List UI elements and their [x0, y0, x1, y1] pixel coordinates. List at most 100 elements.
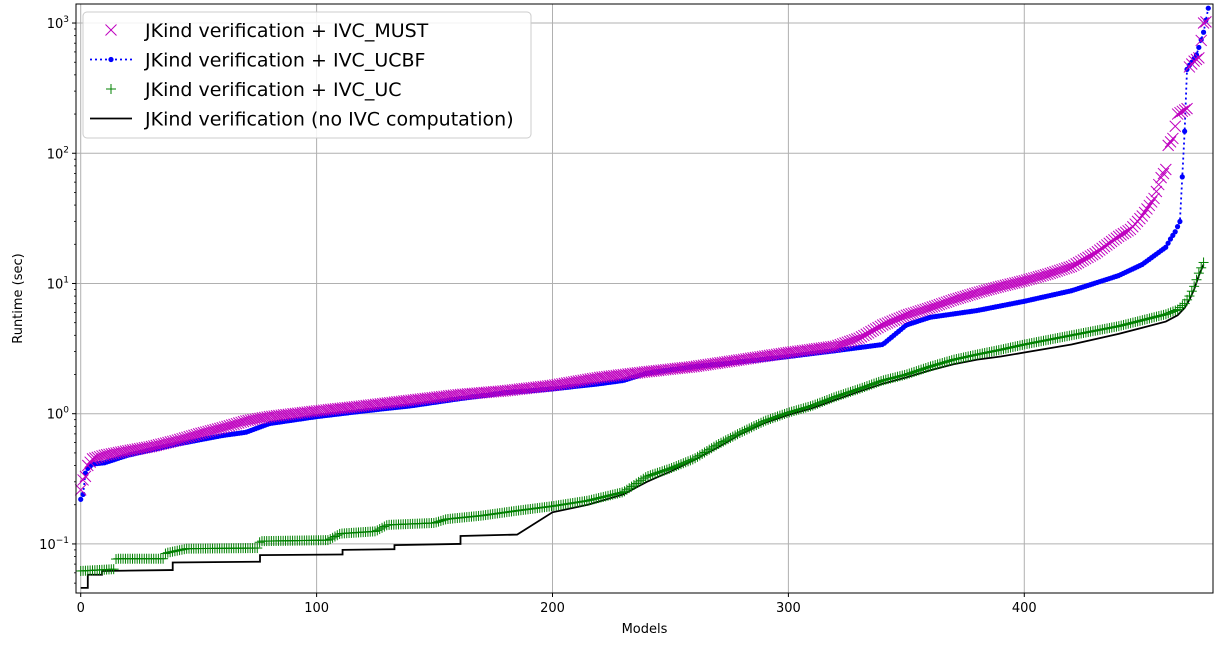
x-marker [907, 307, 920, 319]
x-marker [143, 441, 155, 453]
x-marker [834, 338, 847, 351]
x-marker [1049, 265, 1061, 278]
y-tick-base: 10 [47, 408, 64, 423]
x-marker [577, 374, 590, 387]
x-marker [968, 287, 981, 300]
x-tick-label: 300 [776, 601, 801, 616]
x-marker [249, 413, 262, 426]
x-marker [843, 335, 856, 348]
x-marker [754, 350, 766, 363]
x-marker [1030, 271, 1042, 284]
x-marker [758, 350, 771, 362]
x-marker [829, 340, 842, 353]
x-marker [1181, 102, 1193, 115]
y-tick-label: 103 [47, 15, 69, 32]
x-marker [589, 372, 601, 385]
legend-label: JKind verification + IVC_MUST [144, 20, 429, 42]
x-marker [100, 448, 113, 461]
legend-label: JKind verification (no IVC computation) [144, 109, 514, 131]
legend-label: JKind verification + IVC_UCBF [144, 50, 425, 72]
x-marker [1197, 17, 1210, 29]
x-marker [574, 374, 587, 387]
x-marker [987, 282, 1000, 295]
x-marker [914, 304, 927, 317]
x-marker [1037, 269, 1050, 282]
dot-marker [1179, 174, 1185, 180]
x-marker [980, 284, 993, 297]
x-marker [140, 441, 153, 454]
y-tick-label: 10−1 [39, 536, 69, 553]
x-marker [725, 355, 738, 367]
x-marker [747, 352, 759, 364]
x-marker [749, 351, 762, 364]
x-marker [704, 358, 717, 371]
dot-marker [1200, 29, 1207, 35]
x-marker [1051, 265, 1064, 277]
x-marker [221, 420, 233, 433]
x-marker [145, 440, 158, 453]
x-marker [1167, 132, 1179, 145]
x-marker [902, 308, 915, 321]
x-marker [961, 289, 974, 302]
x-marker [150, 439, 163, 452]
x-marker [1157, 167, 1170, 180]
x-marker [157, 437, 170, 450]
x-marker [1020, 274, 1033, 286]
x-marker [1016, 275, 1028, 288]
x-marker [997, 279, 1009, 292]
x-marker [718, 356, 731, 368]
x-marker [188, 429, 200, 442]
x-marker [1046, 266, 1059, 279]
x-marker [74, 484, 87, 496]
x-marker [119, 445, 132, 458]
x-marker [235, 416, 247, 429]
x-marker [1013, 276, 1026, 288]
x-tick-label: 200 [540, 601, 565, 616]
x-marker [699, 359, 712, 371]
x-marker [770, 348, 783, 361]
x-marker [206, 424, 219, 437]
y-tick-base: 10 [47, 147, 64, 162]
x-marker [237, 415, 250, 428]
x-marker [218, 421, 231, 433]
x-marker [1164, 136, 1177, 148]
x-marker [733, 354, 745, 366]
y-tick-exponent: 2 [63, 145, 69, 155]
x-marker [1018, 274, 1031, 287]
x-marker [105, 24, 117, 36]
x-marker [242, 414, 255, 427]
x-marker [152, 438, 165, 451]
x-marker [742, 352, 755, 365]
x-marker [723, 355, 736, 368]
y-tick-base: 10 [47, 17, 64, 32]
x-marker [228, 418, 240, 431]
x-marker [256, 412, 269, 424]
y-tick-exponent: −1 [56, 536, 69, 546]
x-marker [945, 294, 958, 307]
x-tick-label: 100 [304, 601, 329, 616]
x-marker [181, 431, 193, 444]
x-marker [162, 436, 174, 449]
x-marker [112, 446, 125, 459]
x-marker [230, 417, 243, 430]
x-marker [93, 450, 106, 463]
x-marker [909, 306, 922, 319]
x-marker [985, 283, 998, 295]
x-marker [131, 443, 144, 455]
dot-marker [1172, 229, 1178, 235]
x-marker [570, 375, 582, 388]
x-marker [1011, 276, 1024, 289]
series-3 [80, 264, 1205, 589]
x-marker [924, 301, 936, 314]
x-marker [192, 428, 205, 440]
x-marker [122, 444, 134, 457]
x-marker [195, 427, 207, 440]
x-marker [89, 452, 101, 464]
x-marker [79, 470, 92, 483]
x-marker [921, 302, 934, 315]
x-marker [178, 432, 191, 444]
x-marker [556, 377, 568, 390]
x-marker [185, 430, 198, 442]
